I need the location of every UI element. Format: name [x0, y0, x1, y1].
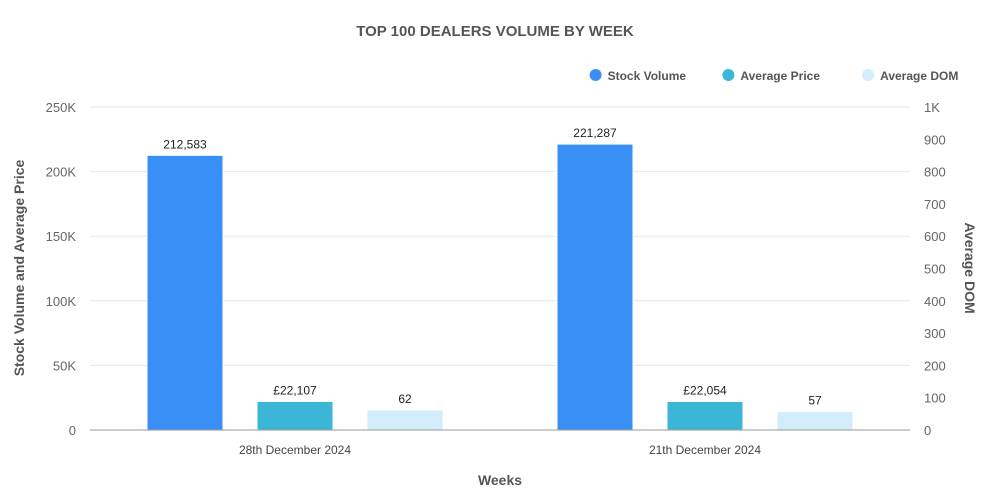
- data-label: £22,107: [273, 383, 317, 397]
- bar-average-price: [256, 400, 334, 431]
- right-tick-label: 0: [924, 423, 931, 438]
- legend-marker: [589, 69, 602, 81]
- right-tick-label: 300: [924, 326, 946, 341]
- category-label: 28th December 2024: [239, 443, 351, 457]
- left-tick-label: 200K: [46, 165, 77, 180]
- right-tick-label: 900: [924, 132, 946, 147]
- y-axis-title: Stock Volume and Average Price: [11, 160, 27, 377]
- bars: [146, 143, 854, 431]
- left-tick-label: 0: [69, 423, 76, 438]
- left-tick-label: 150K: [46, 229, 77, 244]
- bar-average-price: [666, 401, 744, 431]
- left-tick-label: 50K: [53, 358, 76, 373]
- data-labels: 212,583 £22,107 62 221,287 £22,054 57: [163, 126, 822, 407]
- data-label: 212,583: [163, 137, 207, 151]
- gridlines: [90, 106, 910, 366]
- right-tick-label: 500: [924, 262, 946, 277]
- left-tick-label: 100K: [46, 294, 77, 309]
- legend-marker: [862, 69, 875, 81]
- data-label: 221,287: [573, 126, 617, 140]
- y2-axis-title: Average DOM: [962, 222, 978, 313]
- bar-stock-volume: [146, 154, 224, 431]
- right-tick-label: 1K: [924, 100, 940, 115]
- chart-title: TOP 100 DEALERS VOLUME BY WEEK: [356, 23, 634, 40]
- right-tick-label: 400: [924, 294, 946, 309]
- right-tick-label: 700: [924, 197, 946, 212]
- legend-marker: [722, 69, 735, 81]
- bar-average-dom: [776, 411, 854, 431]
- legend-label: Stock Volume: [608, 69, 687, 83]
- legend-label: Average Price: [740, 69, 820, 83]
- data-label: 57: [808, 394, 822, 408]
- bar-stock-volume: [556, 143, 634, 431]
- data-label: 62: [398, 392, 412, 406]
- right-tick-label: 200: [924, 358, 946, 373]
- bar-average-dom: [366, 409, 444, 431]
- right-axis-ticks: 0 100 200 300 400 500 600 700 800 900 1K: [924, 100, 946, 438]
- category-label: 21th December 2024: [649, 443, 761, 457]
- left-axis-ticks: 0 50K 100K 150K 200K 250K: [46, 100, 77, 438]
- data-label: £22,054: [683, 384, 727, 398]
- category-labels: 28th December 2024 21th December 2024: [239, 443, 761, 457]
- right-tick-label: 100: [924, 391, 946, 406]
- right-tick-label: 600: [924, 229, 946, 244]
- right-tick-label: 800: [924, 165, 946, 180]
- legend-label: Average DOM: [880, 69, 958, 83]
- left-tick-label: 250K: [46, 100, 77, 115]
- x-axis-title: Weeks: [478, 472, 522, 488]
- legend: Stock Volume Average Price Average DOM: [589, 69, 958, 83]
